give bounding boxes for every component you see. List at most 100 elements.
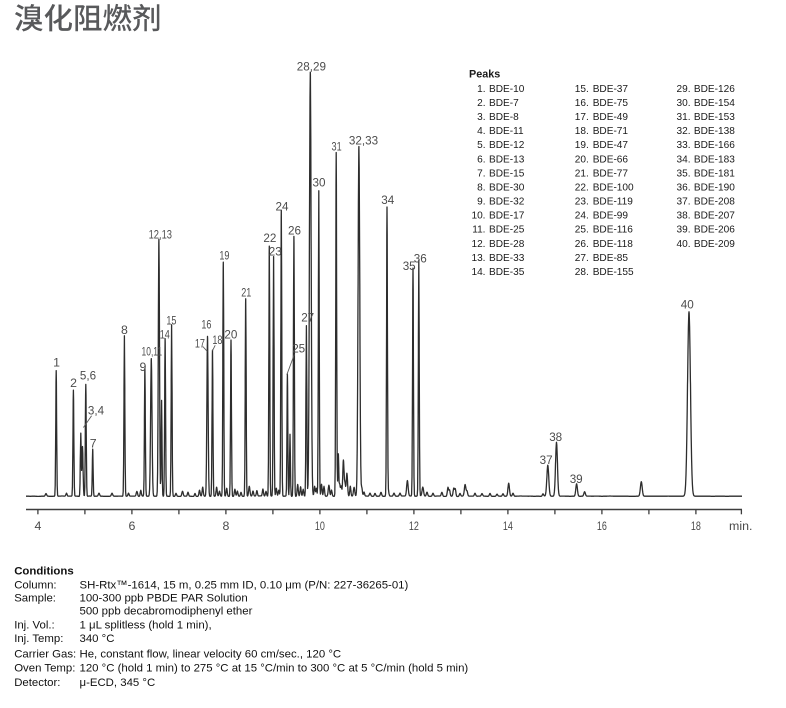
svg-text:BDE-37: BDE-37 xyxy=(593,84,629,95)
svg-text:Oven Temp:: Oven Temp: xyxy=(14,663,75,675)
svg-text:8: 8 xyxy=(222,519,229,533)
svg-text:25: 25 xyxy=(292,341,305,355)
svg-text:Inj. Vol.:: Inj. Vol.: xyxy=(14,620,55,632)
svg-text:BDE-66: BDE-66 xyxy=(593,154,629,165)
svg-text:BDE-208: BDE-208 xyxy=(694,197,735,208)
svg-text:Carrier Gas:: Carrier Gas: xyxy=(14,649,76,661)
svg-text:BDE-15: BDE-15 xyxy=(489,168,525,179)
svg-text:BDE-12: BDE-12 xyxy=(489,140,525,151)
svg-text:20.: 20. xyxy=(575,154,589,165)
svg-text:BDE-75: BDE-75 xyxy=(593,98,629,109)
svg-text:39: 39 xyxy=(570,472,583,486)
svg-text:6.: 6. xyxy=(477,154,485,165)
svg-text:35: 35 xyxy=(403,259,416,273)
svg-text:20: 20 xyxy=(224,327,237,341)
svg-text:Peaks: Peaks xyxy=(469,69,500,81)
svg-text:Sample:: Sample: xyxy=(14,593,56,605)
svg-text:9.: 9. xyxy=(477,197,485,208)
svg-text:BDE-119: BDE-119 xyxy=(593,197,634,208)
svg-text:32.: 32. xyxy=(677,126,691,137)
svg-text:17: 17 xyxy=(195,336,205,350)
svg-text:12,13: 12,13 xyxy=(149,228,173,242)
svg-text:BDE-10: BDE-10 xyxy=(489,84,525,95)
svg-text:BDE-207: BDE-207 xyxy=(694,211,735,222)
svg-text:Column:: Column: xyxy=(14,580,56,592)
svg-text:30: 30 xyxy=(313,176,326,190)
svg-text:μ-ECD, 345 °C: μ-ECD, 345 °C xyxy=(80,677,156,689)
svg-text:2: 2 xyxy=(70,376,77,390)
svg-text:BDE-8: BDE-8 xyxy=(489,112,519,123)
svg-text:25.: 25. xyxy=(575,225,589,236)
svg-text:2.: 2. xyxy=(477,98,485,109)
svg-text:36.: 36. xyxy=(677,183,691,194)
svg-text:27: 27 xyxy=(301,310,314,324)
svg-text:Detector:: Detector: xyxy=(14,677,60,689)
svg-text:BDE-99: BDE-99 xyxy=(593,211,629,222)
svg-text:7.: 7. xyxy=(477,168,485,179)
svg-text:12: 12 xyxy=(409,519,419,533)
svg-text:BDE-17: BDE-17 xyxy=(489,211,525,222)
svg-text:9: 9 xyxy=(139,360,146,374)
svg-text:BDE-116: BDE-116 xyxy=(593,225,634,236)
svg-text:BDE-138: BDE-138 xyxy=(694,126,735,137)
svg-text:23.: 23. xyxy=(575,197,589,208)
svg-text:100-300 ppb PBDE PAR Solution: 100-300 ppb PBDE PAR Solution xyxy=(80,593,248,605)
svg-text:30.: 30. xyxy=(677,98,691,109)
svg-text:10: 10 xyxy=(315,519,325,533)
svg-text:BDE-166: BDE-166 xyxy=(694,140,735,151)
svg-text:36: 36 xyxy=(414,252,427,266)
svg-text:23: 23 xyxy=(269,245,282,259)
svg-text:5,6: 5,6 xyxy=(80,369,96,383)
svg-text:BDE-11: BDE-11 xyxy=(489,126,524,137)
svg-text:26.: 26. xyxy=(575,239,589,250)
svg-text:17.: 17. xyxy=(575,112,589,123)
svg-text:31.: 31. xyxy=(677,112,691,123)
svg-text:37.: 37. xyxy=(677,197,691,208)
svg-text:18: 18 xyxy=(212,333,222,347)
svg-text:39.: 39. xyxy=(677,225,691,236)
svg-text:6: 6 xyxy=(128,519,135,533)
svg-text:15: 15 xyxy=(166,314,176,328)
svg-text:21: 21 xyxy=(241,285,251,299)
svg-text:BDE-13: BDE-13 xyxy=(489,154,525,165)
svg-text:22.: 22. xyxy=(575,183,589,194)
svg-text:13.: 13. xyxy=(471,253,485,264)
svg-text:4: 4 xyxy=(34,519,41,533)
svg-text:BDE-77: BDE-77 xyxy=(593,168,629,179)
svg-text:BDE-49: BDE-49 xyxy=(593,112,629,123)
svg-text:12.: 12. xyxy=(471,239,485,250)
svg-text:SH-Rtx™-1614, 15 m, 0.25 mm ID: SH-Rtx™-1614, 15 m, 0.25 mm ID, 0.10 μm … xyxy=(80,580,409,592)
svg-text:BDE-28: BDE-28 xyxy=(489,239,525,250)
svg-text:29.: 29. xyxy=(677,84,691,95)
svg-text:14: 14 xyxy=(160,327,170,341)
svg-text:31: 31 xyxy=(332,140,342,154)
svg-text:1 μL splitless (hold 1 min),: 1 μL splitless (hold 1 min), xyxy=(80,620,212,632)
svg-text:8: 8 xyxy=(121,323,128,337)
svg-text:BDE-181: BDE-181 xyxy=(694,168,735,179)
svg-text:BDE-183: BDE-183 xyxy=(694,154,735,165)
svg-text:40.: 40. xyxy=(677,239,691,250)
svg-text:340 °C: 340 °C xyxy=(80,633,115,645)
svg-text:10.: 10. xyxy=(471,211,485,222)
svg-text:BDE-209: BDE-209 xyxy=(694,239,735,250)
svg-text:19: 19 xyxy=(219,249,229,263)
svg-text:24: 24 xyxy=(276,200,289,214)
svg-text:3.: 3. xyxy=(477,112,485,123)
svg-text:14: 14 xyxy=(503,519,513,533)
svg-text:19.: 19. xyxy=(575,140,589,151)
svg-text:22: 22 xyxy=(263,231,276,245)
svg-text:BDE-206: BDE-206 xyxy=(694,225,735,236)
svg-text:7: 7 xyxy=(90,436,97,450)
svg-text:3,4: 3,4 xyxy=(88,404,104,418)
svg-text:18: 18 xyxy=(691,519,701,533)
svg-text:BDE-154: BDE-154 xyxy=(694,98,735,109)
svg-text:1.: 1. xyxy=(477,84,485,95)
svg-text:BDE-47: BDE-47 xyxy=(593,140,629,151)
svg-text:37: 37 xyxy=(540,453,553,467)
svg-text:16: 16 xyxy=(597,519,607,533)
svg-text:BDE-190: BDE-190 xyxy=(694,183,735,194)
svg-text:14.: 14. xyxy=(471,267,485,278)
svg-text:BDE-85: BDE-85 xyxy=(593,253,629,264)
svg-text:16.: 16. xyxy=(575,98,589,109)
svg-text:33.: 33. xyxy=(677,140,691,151)
